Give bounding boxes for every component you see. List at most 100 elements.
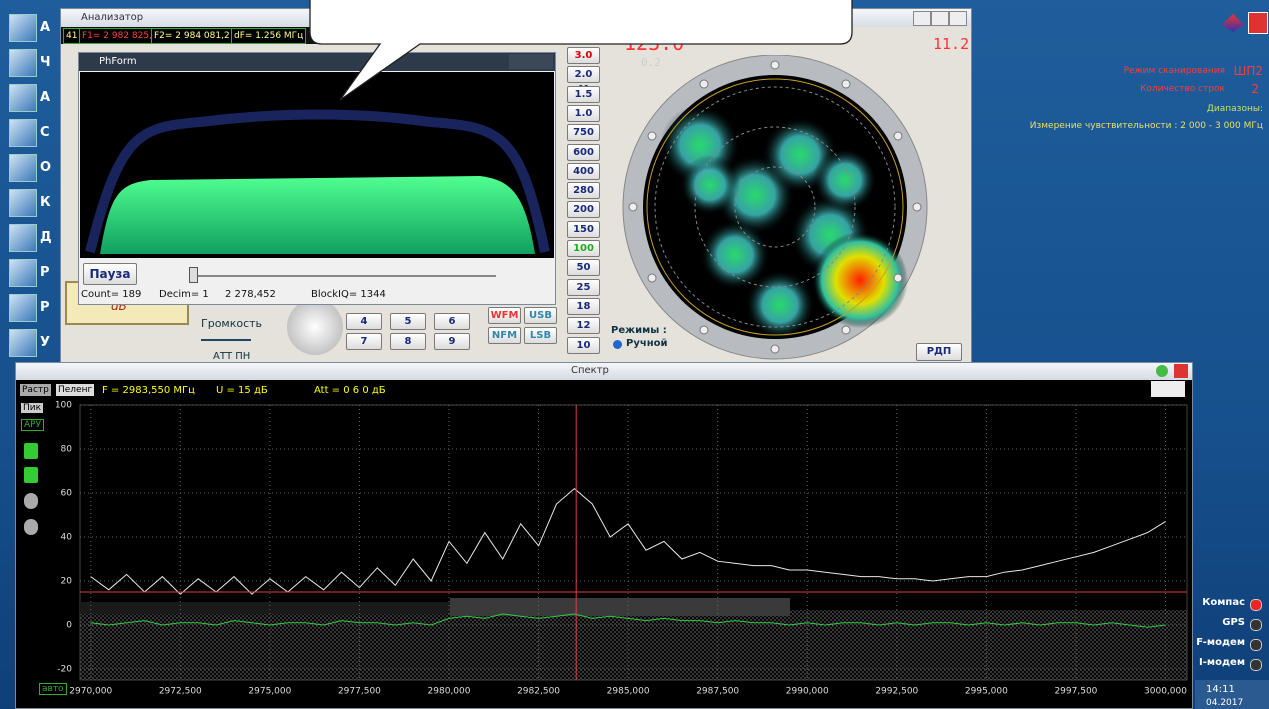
desktop-icon[interactable] <box>9 154 37 182</box>
demod-button[interactable]: USB <box>524 307 557 324</box>
band-button[interactable]: 1.0 M <box>567 104 600 134</box>
close-button[interactable] <box>509 54 553 69</box>
band-button[interactable]: 150 <box>567 220 600 238</box>
desktop-icon-label[interactable]: А <box>40 90 51 105</box>
x-tick-label: 2997,500 <box>1054 687 1097 697</box>
minimize-button[interactable] <box>913 11 931 26</box>
band-button[interactable]: 200 <box>567 201 600 219</box>
desktop-icon-label[interactable]: С <box>40 125 50 140</box>
bolt <box>841 325 851 335</box>
side-button[interactable]: АРУ <box>21 419 45 431</box>
compass-ring <box>646 78 904 336</box>
readout: Att = 0 6 0 дБ <box>314 385 386 396</box>
att-label: АТТ ПН <box>213 351 251 362</box>
keypad-button[interactable]: 6 <box>434 313 470 330</box>
status-dot <box>1250 619 1262 631</box>
callout-bubble <box>309 0 853 101</box>
close-button[interactable] <box>1174 364 1188 378</box>
status-field: 2 278,452 <box>225 289 276 300</box>
x-tick-label: 2992,500 <box>875 687 918 697</box>
demod-button[interactable]: LSB <box>524 327 557 344</box>
bearing-peak <box>812 232 908 328</box>
power-button[interactable] <box>1248 12 1268 34</box>
modes-label: Режимы : <box>611 325 667 336</box>
band-button[interactable]: 25 <box>567 278 600 296</box>
knob <box>287 299 343 355</box>
y-tick-label: 100 <box>55 401 72 411</box>
demod-button[interactable]: WFM <box>488 307 521 324</box>
keypad-button[interactable]: 7 <box>346 333 382 350</box>
desktop-icon[interactable] <box>9 294 37 322</box>
desktop-icon-label[interactable]: Д <box>40 230 52 245</box>
taskbar-clock-bg <box>1195 680 1269 709</box>
band-button[interactable]: 600 <box>567 143 600 161</box>
x-tick-label: 2985,000 <box>607 687 650 697</box>
desktop-icon-label[interactable]: У <box>40 335 51 350</box>
slider-thumb[interactable] <box>189 267 198 283</box>
side-button[interactable]: авто <box>39 683 67 695</box>
keypad-button[interactable]: 5 <box>390 313 426 330</box>
band-button[interactable]: 50 <box>567 259 600 277</box>
range-ring <box>734 166 816 248</box>
status-label: I-модем <box>1199 657 1245 668</box>
pause-button[interactable]: Пауза <box>83 263 137 285</box>
readout: U = 15 дБ <box>216 385 268 396</box>
desktop-icon[interactable] <box>9 49 37 77</box>
x-tick-label: 2970,000 <box>69 687 112 697</box>
desktop-icon-label[interactable]: А <box>40 20 51 35</box>
status-label: GPS <box>1222 617 1245 628</box>
keypad-button[interactable]: 4 <box>346 313 382 330</box>
tab[interactable]: Растр <box>20 384 51 396</box>
keypad-button[interactable]: 9 <box>434 333 470 350</box>
status-field: Decim= 1 <box>159 289 209 300</box>
band-button[interactable]: 100 <box>567 240 600 257</box>
status-field: BlockIQ= 1344 <box>311 289 386 300</box>
volume-slider <box>201 339 251 341</box>
tab[interactable]: Пеленг <box>56 384 95 396</box>
x-tick-label: 2972,500 <box>159 687 202 697</box>
scan-mode-label: Режим сканирования <box>1123 66 1225 76</box>
tool-icon[interactable] <box>24 493 38 509</box>
desktop-icon-label[interactable]: К <box>40 195 51 210</box>
desktop-icon[interactable] <box>9 259 37 287</box>
x-tick-label: 2990,000 <box>786 687 829 697</box>
restore-button[interactable] <box>1156 365 1168 377</box>
desktop-icon[interactable] <box>9 84 37 112</box>
desktop-icon[interactable] <box>9 14 37 42</box>
demod-button[interactable]: NFM <box>488 327 521 344</box>
desktop-icon-label[interactable]: Ч <box>40 55 51 70</box>
close-button[interactable] <box>949 11 967 26</box>
slider-track <box>191 275 496 277</box>
desktop-icon[interactable] <box>9 119 37 147</box>
desktop-icon[interactable] <box>9 189 37 217</box>
tool-icon[interactable] <box>24 443 38 459</box>
window-title: Анализатор <box>81 12 144 23</box>
app-icon[interactable] <box>1222 14 1244 32</box>
band-button[interactable]: 280 <box>567 182 600 200</box>
band-button[interactable]: 18 <box>567 297 600 315</box>
band-button[interactable]: 400 <box>567 162 600 180</box>
tool-icon[interactable] <box>24 467 38 483</box>
status-dot <box>1250 599 1262 611</box>
maximize-button[interactable] <box>931 11 949 26</box>
band-button[interactable]: 750 <box>567 124 600 142</box>
tool-icon[interactable] <box>24 519 38 535</box>
desktop-icon[interactable] <box>9 224 37 252</box>
desktop-icon-label[interactable]: Р <box>40 300 50 315</box>
band-button[interactable]: 12 <box>567 317 600 335</box>
callout <box>309 0 853 101</box>
desktop-icon-label[interactable]: Р <box>40 265 50 280</box>
noise-floor-block <box>450 598 790 616</box>
window-title: PhForm <box>99 56 137 67</box>
desktop-icon[interactable] <box>9 329 37 357</box>
range-ring <box>654 86 896 328</box>
toolbar-icon[interactable] <box>1151 381 1185 397</box>
side-button[interactable]: Пик <box>21 403 44 413</box>
signal-blob <box>745 270 815 340</box>
keypad-button[interactable]: 8 <box>390 333 426 350</box>
status-field: Count= 189 <box>81 289 142 300</box>
spectrum-trace <box>90 613 1166 628</box>
desktop-icon-label[interactable]: О <box>40 160 52 175</box>
band-button[interactable]: 10 <box>567 336 600 354</box>
rdp-button[interactable]: РДП <box>916 343 962 361</box>
